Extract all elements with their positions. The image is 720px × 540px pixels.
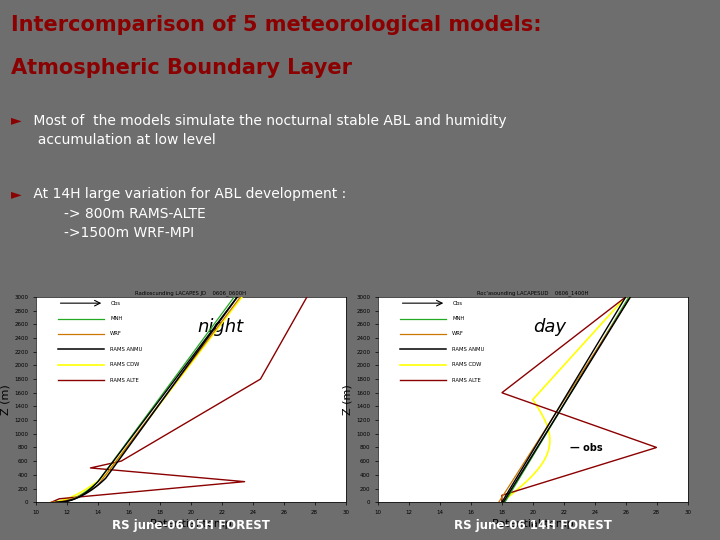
Text: At 14H large variation for ABL development :
        -> 800m RAMS-ALTE
        -: At 14H large variation for ABL developme… xyxy=(29,187,346,240)
Text: RAMS ALTE: RAMS ALTE xyxy=(452,377,481,383)
Y-axis label: Z (m): Z (m) xyxy=(0,384,10,415)
Text: WRF: WRF xyxy=(110,332,122,336)
Text: Intercomparison of 5 meteorological models:: Intercomparison of 5 meteorological mode… xyxy=(11,15,541,35)
Text: day: day xyxy=(533,318,566,336)
Text: Obs: Obs xyxy=(452,301,462,306)
Text: Atmospheric Boundary Layer: Atmospheric Boundary Layer xyxy=(11,58,352,78)
Text: RS june-06 05H FOREST: RS june-06 05H FOREST xyxy=(112,519,270,532)
Text: Obs: Obs xyxy=(110,301,120,306)
Text: WRF: WRF xyxy=(452,332,464,336)
Text: RAMS CDW: RAMS CDW xyxy=(452,362,482,367)
Title: Radioscunding LACAPES JD    0606_0600H: Radioscunding LACAPES JD 0606_0600H xyxy=(135,290,246,296)
X-axis label: Potential temp: Potential temp xyxy=(492,519,574,529)
Text: RAMS CDW: RAMS CDW xyxy=(110,362,140,367)
Text: RS june-06 14H FOREST: RS june-06 14H FOREST xyxy=(454,519,612,532)
Text: MNH: MNH xyxy=(452,316,464,321)
Text: Most of  the models simulate the nocturnal stable ABL and humidity
  accumulatio: Most of the models simulate the nocturna… xyxy=(29,113,506,147)
Y-axis label: Z (m): Z (m) xyxy=(342,384,352,415)
Text: ►: ► xyxy=(11,113,22,127)
Text: MNH: MNH xyxy=(110,316,122,321)
Text: RAMS ANMU: RAMS ANMU xyxy=(452,347,485,352)
Title: Roc'asounding LACAPESUD    0606_1400H: Roc'asounding LACAPESUD 0606_1400H xyxy=(477,290,588,296)
Text: RAMS ALTE: RAMS ALTE xyxy=(110,377,139,383)
Text: ►: ► xyxy=(11,187,22,201)
Text: — obs: — obs xyxy=(570,443,603,453)
Text: RAMS ANMU: RAMS ANMU xyxy=(110,347,143,352)
Text: night: night xyxy=(197,318,243,336)
X-axis label: Potential temp: Potential temp xyxy=(150,519,232,529)
